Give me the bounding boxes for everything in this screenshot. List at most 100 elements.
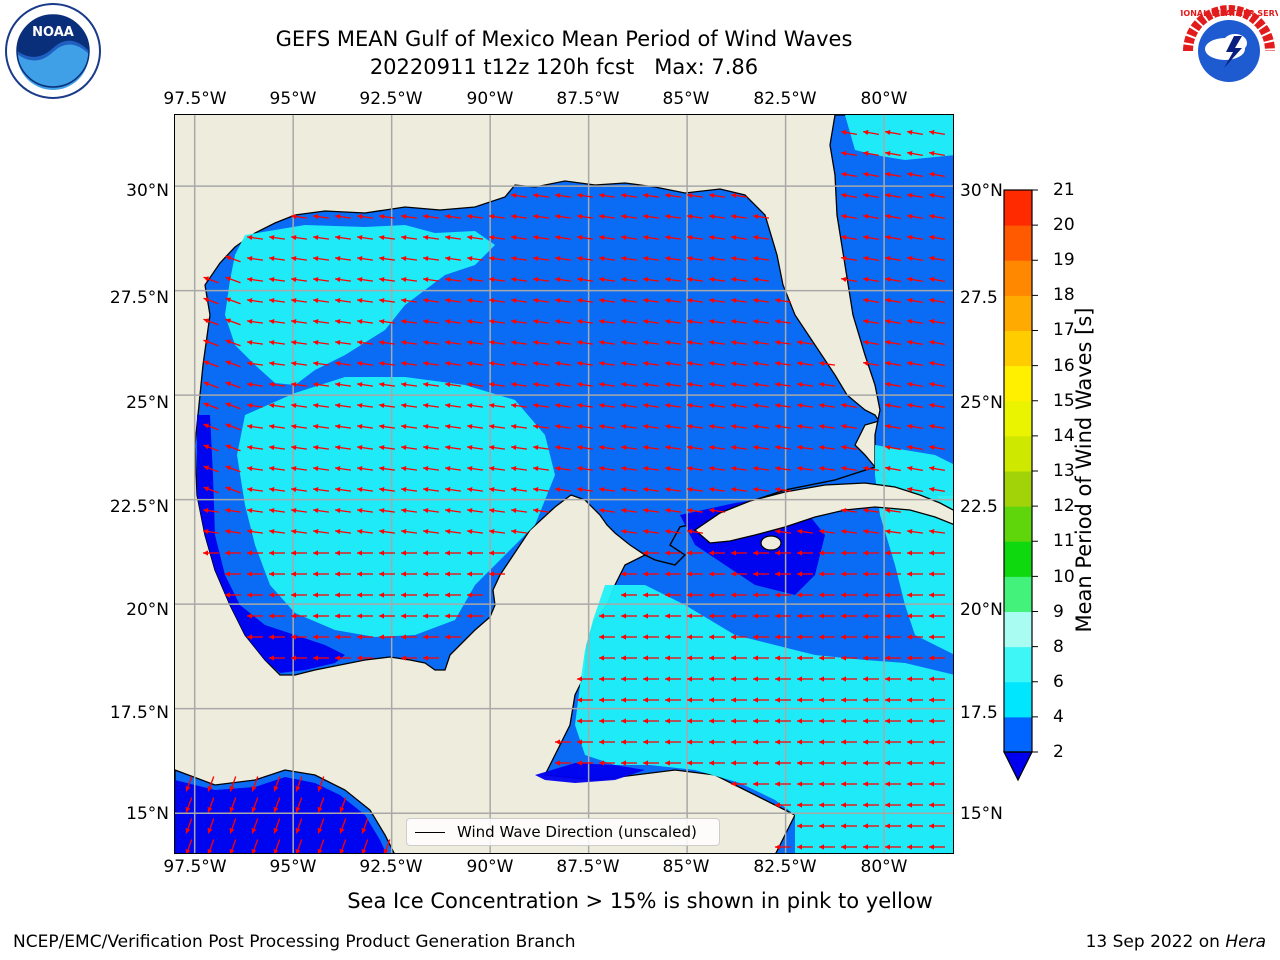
wave-direction-arrow [269, 550, 285, 556]
wave-direction-arrow [621, 571, 637, 577]
wave-direction-arrow [907, 339, 923, 346]
wave-direction-arrow [621, 613, 637, 619]
wave-direction-arrow [356, 277, 374, 283]
wave-direction-arrow [229, 797, 237, 813]
wave-direction-arrow [796, 466, 814, 472]
wave-direction-arrow [312, 445, 330, 451]
wave-direction-arrow [863, 697, 879, 703]
right-lat-label: 20°N [960, 600, 1003, 620]
wave-direction-arrow [378, 361, 396, 367]
wave-direction-arrow [312, 319, 330, 325]
wave-direction-arrow [819, 739, 835, 745]
wave-direction-arrow [664, 529, 682, 535]
bottom-lon-label: 97.5°W [163, 857, 227, 877]
wave-direction-arrow [686, 340, 704, 346]
wave-direction-arrow [664, 403, 682, 409]
wave-direction-arrow [335, 550, 351, 556]
wave-direction-arrow [708, 382, 726, 388]
wave-direction-arrow [246, 466, 264, 472]
wave-direction-arrow [268, 235, 286, 241]
wave-direction-arrow [268, 277, 286, 283]
wave-direction-arrow [775, 718, 791, 724]
left-lat-label: 20°N [126, 600, 169, 620]
map-panel[interactable] [174, 114, 954, 854]
wave-direction-arrow [643, 634, 659, 640]
wave-direction-arrow [290, 298, 308, 304]
wave-direction-arrow [554, 214, 572, 220]
wave-direction-arrow [268, 466, 286, 472]
wave-direction-arrow [445, 592, 461, 598]
wave-direction-arrow [356, 424, 374, 430]
wave-direction-arrow [290, 340, 308, 346]
right-lat-label: 15°N [960, 804, 1003, 824]
wave-direction-arrow [268, 361, 286, 367]
wave-direction-arrow [291, 634, 307, 640]
wave-direction-arrow [488, 298, 506, 304]
wave-direction-arrow [185, 839, 193, 853]
wave-direction-arrow [444, 235, 462, 241]
wave-direction-arrow [664, 277, 682, 283]
wave-direction-arrow [312, 403, 330, 409]
wave-direction-arrow [203, 465, 219, 473]
wave-direction-arrow [400, 277, 418, 283]
wave-direction-arrow [423, 592, 439, 598]
wave-direction-arrow [356, 529, 374, 535]
wave-direction-arrow [290, 487, 308, 493]
wave-direction-arrow [708, 487, 726, 493]
wave-direction-arrow [620, 487, 638, 493]
wave-direction-arrow [225, 360, 241, 368]
wave-direction-arrow [708, 256, 726, 262]
wave-direction-arrow [665, 676, 681, 682]
wave-direction-arrow [356, 235, 374, 241]
right-lat-label: 27.5 [960, 288, 998, 308]
wave-direction-arrow [576, 361, 594, 367]
wave-direction-arrow [642, 487, 660, 493]
sea-ice-note: Sea Ice Concentration > 15% is shown in … [347, 889, 933, 913]
wave-direction-arrow [207, 776, 215, 792]
wave-direction-arrow [841, 171, 857, 178]
wave-direction-arrow [841, 276, 857, 283]
wave-direction-arrow [225, 381, 241, 389]
wave-direction-arrow [229, 839, 237, 853]
wave-direction-arrow [708, 403, 726, 409]
wave-direction-arrow [400, 361, 418, 367]
wave-direction-arrow [885, 339, 901, 346]
wave-direction-arrow [885, 655, 901, 661]
wave-direction-arrow [621, 739, 637, 745]
wave-direction-arrow [510, 529, 528, 535]
wave-direction-arrow [577, 718, 593, 724]
wave-direction-arrow [885, 402, 901, 409]
wave-direction-arrow [885, 571, 901, 577]
wave-direction-arrow [819, 676, 835, 682]
wave-direction-arrow [665, 613, 681, 619]
wave-direction-arrow [885, 255, 901, 262]
wave-direction-arrow [819, 718, 835, 724]
wave-direction-arrow [290, 382, 308, 388]
period-zone-under-2-west-coast [197, 415, 345, 673]
wave-direction-arrow [885, 823, 901, 829]
wave-direction-arrow [577, 676, 593, 682]
wave-direction-arrow [885, 718, 901, 724]
wave-direction-arrow [598, 340, 616, 346]
legend-label: Wind Wave Direction (unscaled) [457, 823, 697, 841]
colorbar-segment [1004, 681, 1032, 718]
wave-direction-arrow [203, 297, 219, 305]
wave-direction-arrow [642, 508, 660, 514]
wave-direction-arrow [466, 382, 484, 388]
wave-direction-arrow [317, 776, 325, 792]
wave-direction-arrow [841, 150, 857, 157]
wave-direction-arrow [664, 214, 682, 220]
wave-direction-arrow [269, 571, 285, 577]
wave-direction-arrow [841, 823, 857, 829]
wave-direction-arrow [510, 508, 528, 514]
wave-direction-arrow [401, 613, 417, 619]
map-canvas[interactable] [175, 115, 954, 854]
wave-direction-arrow [818, 466, 836, 472]
wave-direction-arrow [841, 697, 857, 703]
wave-direction-arrow [841, 129, 857, 136]
wave-direction-arrow [841, 192, 857, 199]
wave-direction-arrow [378, 508, 396, 514]
top-lon-label: 87.5°W [556, 89, 620, 109]
colorbar-segment [1004, 225, 1032, 261]
left-lat-label: 17.5°N [109, 703, 169, 723]
